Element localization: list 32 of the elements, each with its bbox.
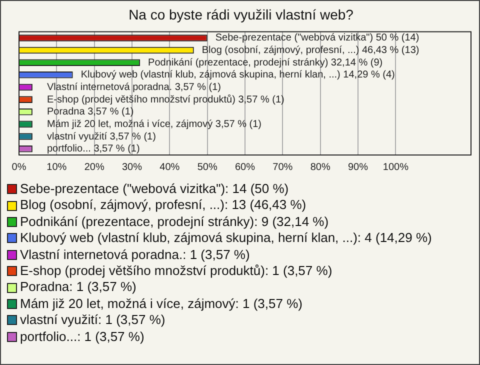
text: Blog (osobní, zájmový, profesní, ...): 13 (46,43 %) [20, 197, 306, 214]
text: Mám již 20 let, možná i více, zájmový: 1 (3,57 %) [20, 296, 302, 312]
x-tick-label: 0% [12, 162, 26, 173]
data-label: Sebe-prezentace ("webová vizitka") 50 % (14) [215, 32, 420, 44]
x-tick-label: 10% [46, 162, 67, 173]
data-label: Mám již 20 let, možná i více, zájmový 3,57 % (1) [47, 118, 262, 130]
text: Poradna: 1 (3,57 %) [20, 279, 136, 296]
x-tick-label: 80% [310, 162, 330, 173]
text: Klubový web (vlastní klub, zájmová skupina, herní klan, ...): 4 (14,29 %) [20, 230, 432, 247]
text: Podnikání (prezentace, prodejní stránky): 9 (32,14 %) [20, 214, 329, 230]
text: Vlastní internetová poradna.: 1 (3,57 %) [20, 246, 250, 264]
x-tick-label: 40% [160, 162, 180, 173]
x-tick-label: 90% [348, 162, 368, 173]
x-tick-label: 70% [272, 162, 293, 173]
data-label: portfolio... 3,57 % (1) [47, 144, 140, 155]
chart-title: Na co byste rádi využili vlastní web? [128, 6, 354, 22]
text: Sebe-prezentace ("webová vizitka"): 14 (50 %) [20, 181, 289, 198]
data-label: Vlastní internetová poradna. 3,57 % (1) [47, 82, 221, 93]
text: E-shop (prodej většího množství produktů): 1 (3,57 %) [20, 263, 332, 280]
text: vlastní využití: 1 (3,57 %) [20, 312, 166, 329]
x-tick-label: 50% [197, 162, 218, 173]
data-label: E-shop (prodej většího množství produktů) 3,57 % (1) [47, 93, 284, 106]
data-label: Poradna 3,57 % (1) [47, 106, 134, 118]
x-tick-label: 30% [122, 162, 142, 173]
x-tick-label: 100% [382, 162, 409, 173]
data-label: vlastní využití 3,57 % (1) [47, 131, 156, 142]
data-label: Podnikání (prezentace, prodejní stránky) 32,14 % (9) [148, 57, 383, 68]
x-tick-label: 60% [234, 162, 256, 173]
data-label: Klubový web (vlastní klub, zájmová skupina, herní klan, ...) 14,29 % (4) [80, 70, 395, 81]
x-tick-label: 20% [84, 162, 104, 173]
data-label: Blog (osobní, zájmový, profesní, ...) 46,43 % (13) [202, 45, 420, 56]
text: portfolio...: 1 (3,57 %) [20, 328, 144, 346]
